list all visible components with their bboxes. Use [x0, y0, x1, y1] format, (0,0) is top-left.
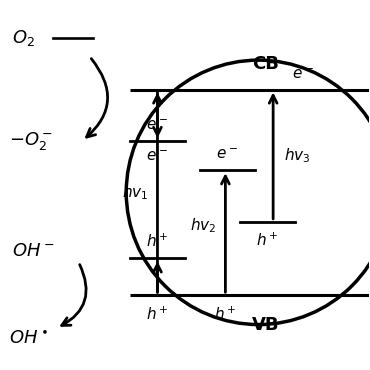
Text: $h^+$: $h^+$ — [256, 232, 279, 249]
Text: $e^-$: $e^-$ — [292, 67, 313, 82]
Text: $e^-$: $e^-$ — [147, 149, 168, 164]
Text: $O_2$: $O_2$ — [13, 28, 35, 48]
Text: $hv_2$: $hv_2$ — [190, 216, 216, 235]
Text: $h^+$: $h^+$ — [214, 306, 237, 323]
Text: CB: CB — [252, 55, 279, 73]
Text: $h^+$: $h^+$ — [146, 233, 169, 250]
Text: $hv_3$: $hv_3$ — [284, 146, 311, 165]
Text: $OH^\bullet$: $OH^\bullet$ — [9, 330, 48, 348]
Text: VB: VB — [252, 316, 280, 333]
Text: $OH^-$: $OH^-$ — [13, 242, 55, 260]
Text: $e^-$: $e^-$ — [147, 118, 168, 133]
Text: $e^-$: $e^-$ — [216, 147, 238, 162]
Text: $hv_1$: $hv_1$ — [122, 183, 148, 202]
Text: $h^+$: $h^+$ — [146, 306, 169, 323]
Text: $-O_2^-$: $-O_2^-$ — [9, 130, 53, 152]
